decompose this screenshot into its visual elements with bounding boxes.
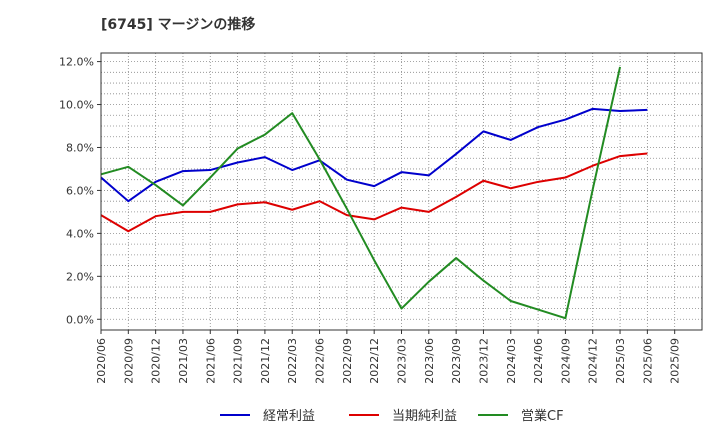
x-tick-label: 2024/09 xyxy=(559,338,572,384)
legend-label: 営業CF xyxy=(521,408,564,424)
series-line xyxy=(100,107,648,203)
series-layer xyxy=(100,66,648,320)
x-tick-label: 2023/03 xyxy=(396,338,409,384)
x-tick-label: 2025/09 xyxy=(669,338,682,384)
x-tick-label: 2022/09 xyxy=(341,338,354,384)
x-tick-label: 2025/03 xyxy=(614,338,627,384)
y-axis-ticks: 0.0% 2.0% 4.0% 6.0% 8.0% 10.0% 12.0% xyxy=(59,56,101,326)
y-tick-label: 4.0% xyxy=(66,227,94,240)
y-tick-label: 10.0% xyxy=(59,99,94,112)
x-tick-label: 2021/03 xyxy=(177,338,190,384)
x-tick-label: 2025/06 xyxy=(641,338,654,384)
x-axis-ticks: 2020/06 2020/09 2020/12 2021/03 2021/06 2021/… xyxy=(95,330,682,384)
x-tick-label: 2023/12 xyxy=(477,338,490,384)
x-tick-label: 2023/09 xyxy=(450,338,463,384)
y-tick-label: 12.0% xyxy=(59,56,94,69)
x-tick-label: 2022/06 xyxy=(314,338,327,384)
x-tick-label: 2023/06 xyxy=(423,338,436,384)
y-tick-label: 8.0% xyxy=(66,141,94,154)
x-tick-label: 2020/09 xyxy=(122,338,135,384)
series-line xyxy=(100,66,622,320)
legend-label: 当期純利益 xyxy=(392,409,457,424)
x-tick-label: 2024/12 xyxy=(587,338,600,384)
x-tick-label: 2021/09 xyxy=(232,338,245,384)
series-line xyxy=(100,152,648,233)
legend-label: 経常利益 xyxy=(263,409,315,424)
y-tick-label: 0.0% xyxy=(66,313,94,326)
x-tick-label: 2022/12 xyxy=(368,338,381,384)
x-tick-label: 2022/03 xyxy=(286,338,299,384)
plot-frame xyxy=(100,52,703,331)
x-tick-label: 2021/12 xyxy=(259,338,272,384)
legend: 経常利益 当期純利益 営業CF xyxy=(220,408,564,424)
x-tick-label: 2021/06 xyxy=(204,338,217,384)
y-tick-label: 6.0% xyxy=(66,184,94,197)
x-tick-label: 2024/03 xyxy=(505,338,518,384)
x-tick-label: 2020/12 xyxy=(150,338,163,384)
chart-title: [6745] マージンの推移 xyxy=(101,17,256,33)
x-tick-label: 2020/06 xyxy=(95,338,108,384)
x-tick-label: 2024/06 xyxy=(532,338,545,384)
y-tick-label: 2.0% xyxy=(66,270,94,283)
